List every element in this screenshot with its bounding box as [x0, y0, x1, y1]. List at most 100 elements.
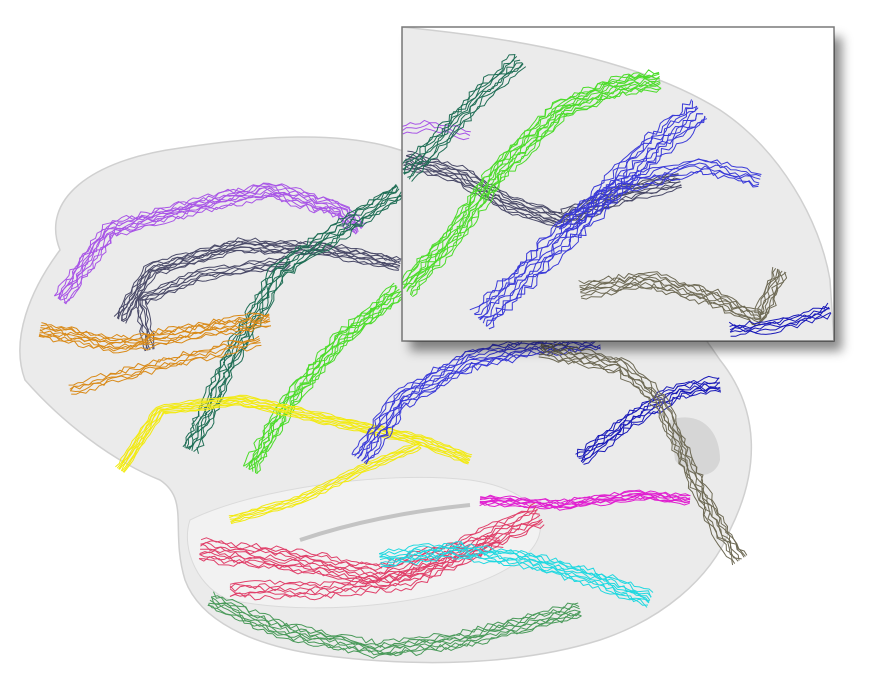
dark-teal-tract-fiber: [184, 183, 397, 448]
orange-tract-fiber: [39, 315, 270, 345]
magenta-tract-fiber: [479, 496, 691, 509]
olive-gray-tract-fiber: [540, 346, 740, 561]
dark-slate-tract-fiber: [404, 160, 681, 223]
dark-slate-tract-fiber: [404, 162, 681, 224]
yellow-tract-fiber: [230, 445, 421, 522]
olive-gray-tract-fiber: [540, 343, 746, 557]
violet-tract-fiber: [402, 128, 470, 141]
violet-tract-fiber: [63, 192, 357, 304]
orange-tract-fiber: [69, 339, 261, 392]
yellow-tract-fiber: [229, 442, 420, 519]
yellow-tract-fiber: [118, 398, 471, 470]
lime-green-tract-fiber: [402, 72, 660, 285]
navy-tract-fiber: [728, 302, 829, 327]
yellow-tract-fiber: [122, 402, 469, 473]
olive-gray-tract-fiber: [579, 268, 780, 321]
dark-slate-tract-fiber: [125, 250, 399, 324]
magenta-tract-fiber: [480, 489, 691, 502]
fiber-tracts: [38, 182, 748, 659]
crimson-tract-fiber: [229, 541, 502, 598]
green-tract-fiber: [208, 602, 581, 655]
blue-tract-fiber: [486, 115, 706, 327]
yellow-tract-fiber: [115, 394, 473, 468]
dark-slate-tract-fiber: [121, 243, 401, 322]
sylvian-fissure: [299, 503, 471, 542]
lime-green-tract-fiber: [402, 76, 660, 289]
crimson-tract-fiber: [229, 542, 502, 595]
dark-slate-tract-fiber: [137, 257, 290, 351]
dark-slate-tract-fiber: [139, 261, 291, 351]
inset-fiber-tracts: [402, 54, 832, 337]
dark-teal-tract-fiber: [182, 184, 398, 448]
green-tract-fiber: [210, 596, 580, 649]
orange-tract-fiber: [69, 338, 260, 390]
dark-slate-tract-fiber: [135, 255, 290, 352]
olive-gray-tract-fiber: [538, 356, 734, 566]
dark-teal-tract-fiber: [404, 56, 518, 175]
violet-tract-fiber: [58, 187, 359, 300]
lime-green-tract-fiber: [245, 285, 397, 469]
lime-green-tract-fiber: [254, 292, 404, 474]
lime-green-tract-fiber: [403, 80, 661, 290]
olive-gray-tract-fiber: [580, 271, 787, 325]
blue-tract-fiber: [558, 158, 762, 230]
crimson-tract-fiber: [199, 519, 543, 581]
green-tract-fiber: [207, 604, 582, 659]
dark-slate-tract-fiber: [403, 164, 682, 228]
blue-tract-fiber: [479, 113, 704, 321]
navy-tract-fiber: [582, 387, 722, 464]
dark-slate-tract-fiber: [122, 248, 400, 323]
blue-tract-fiber: [488, 118, 708, 330]
lime-green-tract-fiber: [243, 285, 397, 467]
dark-slate-tract-fiber: [144, 264, 291, 350]
green-tract-fiber: [209, 599, 581, 655]
crimson-tract-fiber: [200, 508, 538, 571]
navy-tract-fiber: [730, 312, 832, 337]
crimson-tract-fiber: [229, 537, 500, 590]
lime-green-tract-fiber: [255, 293, 404, 474]
orange-tract-fiber: [38, 325, 271, 352]
blue-tract-fiber: [365, 346, 601, 465]
dark-slate-tract-fiber: [402, 169, 682, 228]
crimson-tract-fiber: [229, 546, 504, 601]
blue-tract-fiber: [356, 336, 601, 459]
olive-gray-tract-fiber: [540, 344, 745, 558]
dark-teal-tract-fiber: [403, 62, 523, 175]
dark-teal-tract-fiber: [411, 66, 527, 182]
dark-slate-tract-fiber: [139, 260, 291, 351]
violet-tract-fiber: [65, 195, 357, 305]
dark-teal-tract-fiber: [402, 54, 516, 166]
lime-green-tract-fiber: [406, 83, 661, 292]
crimson-tract-fiber: [199, 514, 541, 579]
navy-tract-fiber: [729, 306, 830, 329]
yellow-tract-fiber: [123, 404, 469, 473]
yellow-tract-fiber: [116, 395, 472, 469]
orange-tract-fiber: [40, 312, 270, 340]
olive-gray-tract-fiber: [580, 271, 788, 326]
orange-tract-fiber: [38, 325, 271, 354]
orange-tract-fiber: [71, 344, 262, 395]
cyan-tract-fiber: [379, 546, 652, 598]
cyan-tract-fiber: [379, 546, 651, 601]
cyan-tract-fiber: [379, 542, 652, 598]
blue-tract-fiber: [562, 168, 760, 234]
lime-green-tract-fiber: [402, 74, 660, 286]
cyan-tract-fiber: [380, 551, 648, 608]
cyan-tract-fiber: [379, 549, 650, 604]
dark-slate-tract-fiber: [121, 246, 401, 322]
green-tract-fiber: [213, 591, 579, 646]
violet-tract-fiber: [54, 182, 363, 297]
olive-gray-tract-fiber: [539, 351, 736, 564]
lime-green-tract-fiber: [410, 87, 662, 296]
crimson-tract-fiber: [200, 502, 536, 567]
orange-tract-fiber: [39, 318, 271, 344]
violet-tract-fiber: [59, 186, 362, 301]
orange-tract-fiber: [70, 342, 261, 392]
violet-tract-fiber: [63, 193, 358, 304]
blue-tract-fiber: [564, 170, 759, 238]
navy-tract-fiber: [583, 390, 722, 465]
orange-tract-fiber: [38, 320, 271, 350]
blue-tract-fiber: [365, 343, 601, 465]
violet-tract-fiber: [402, 122, 471, 136]
